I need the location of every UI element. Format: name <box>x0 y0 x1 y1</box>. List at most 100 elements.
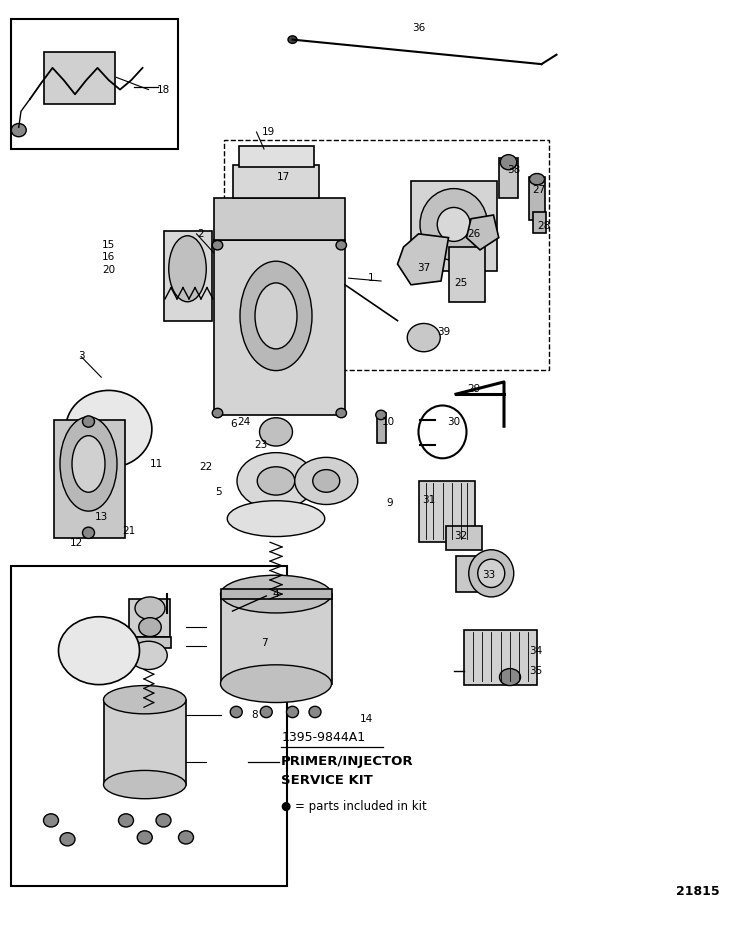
Bar <box>529 177 545 220</box>
Text: 22: 22 <box>200 462 213 472</box>
Ellipse shape <box>237 453 315 509</box>
Ellipse shape <box>60 417 117 511</box>
Ellipse shape <box>500 669 520 686</box>
Ellipse shape <box>240 261 312 371</box>
Text: ● = parts included in kit: ● = parts included in kit <box>281 800 427 813</box>
Bar <box>126 637 171 648</box>
Ellipse shape <box>500 155 517 170</box>
Bar <box>232 165 319 198</box>
Ellipse shape <box>82 527 94 538</box>
Bar <box>214 240 345 415</box>
Ellipse shape <box>72 436 105 492</box>
Text: 24: 24 <box>237 417 250 426</box>
Ellipse shape <box>137 831 152 844</box>
Ellipse shape <box>257 467 295 495</box>
Text: 27: 27 <box>532 186 545 195</box>
Ellipse shape <box>313 470 340 492</box>
Text: 7: 7 <box>261 638 267 648</box>
Bar <box>54 420 125 538</box>
Text: 18: 18 <box>157 85 170 94</box>
Ellipse shape <box>169 236 206 302</box>
Text: 26: 26 <box>467 229 481 239</box>
Text: 39: 39 <box>437 327 451 337</box>
Bar <box>44 52 115 104</box>
Ellipse shape <box>255 283 297 349</box>
Ellipse shape <box>139 618 161 637</box>
Ellipse shape <box>407 323 440 352</box>
Ellipse shape <box>309 706 321 718</box>
Ellipse shape <box>212 240 223 250</box>
Text: PRIMER/INJECTOR: PRIMER/INJECTOR <box>281 755 414 769</box>
Ellipse shape <box>469 550 514 597</box>
Ellipse shape <box>178 831 194 844</box>
Text: 13: 13 <box>94 512 108 521</box>
Ellipse shape <box>376 410 386 420</box>
Text: 38: 38 <box>507 165 520 174</box>
Polygon shape <box>214 198 345 240</box>
Text: 30: 30 <box>447 418 460 427</box>
Polygon shape <box>466 215 499 250</box>
Text: 20: 20 <box>102 265 116 274</box>
Ellipse shape <box>135 597 165 620</box>
Text: 34: 34 <box>530 646 543 655</box>
Ellipse shape <box>230 706 242 718</box>
Text: 21: 21 <box>122 526 136 536</box>
Bar <box>419 481 475 542</box>
Text: 21815: 21815 <box>676 885 720 898</box>
Bar <box>464 630 537 685</box>
Ellipse shape <box>220 665 332 703</box>
Text: 8: 8 <box>252 710 258 720</box>
Bar <box>11 566 286 886</box>
Bar <box>11 19 178 149</box>
Ellipse shape <box>104 770 186 799</box>
Bar <box>456 556 484 592</box>
Ellipse shape <box>82 416 94 427</box>
Ellipse shape <box>260 418 292 446</box>
Bar <box>104 700 186 785</box>
Ellipse shape <box>437 207 470 241</box>
Ellipse shape <box>530 174 544 185</box>
Ellipse shape <box>44 814 58 827</box>
Ellipse shape <box>260 706 272 718</box>
Ellipse shape <box>220 575 332 613</box>
Text: 28: 28 <box>537 222 550 231</box>
Text: 1: 1 <box>368 273 374 283</box>
Text: 4: 4 <box>273 589 279 599</box>
Bar <box>221 594 332 684</box>
Text: 9: 9 <box>387 498 393 507</box>
Ellipse shape <box>336 408 346 418</box>
Text: 2: 2 <box>198 229 204 239</box>
Text: 37: 37 <box>417 263 430 273</box>
Ellipse shape <box>288 36 297 43</box>
Bar <box>238 146 314 167</box>
Text: 11: 11 <box>149 459 163 469</box>
Bar <box>221 589 332 599</box>
Text: 3: 3 <box>78 352 84 361</box>
Bar <box>164 231 212 321</box>
Text: 14: 14 <box>359 714 373 723</box>
Ellipse shape <box>60 833 75 846</box>
Ellipse shape <box>58 617 140 685</box>
Ellipse shape <box>478 559 505 587</box>
Ellipse shape <box>65 390 152 468</box>
Text: 33: 33 <box>482 571 496 580</box>
Text: 31: 31 <box>422 495 436 505</box>
Ellipse shape <box>336 240 346 250</box>
Text: 12: 12 <box>70 538 83 548</box>
Ellipse shape <box>118 814 134 827</box>
Polygon shape <box>398 234 448 285</box>
Ellipse shape <box>227 501 325 537</box>
Text: 19: 19 <box>262 127 275 137</box>
Text: 6: 6 <box>231 420 237 429</box>
Text: 10: 10 <box>382 418 395 427</box>
Bar <box>129 599 170 637</box>
Bar <box>532 212 546 233</box>
Ellipse shape <box>212 408 223 418</box>
Ellipse shape <box>295 457 358 505</box>
Text: 17: 17 <box>277 173 290 182</box>
Bar <box>448 247 484 302</box>
Text: 23: 23 <box>254 440 268 450</box>
Text: 36: 36 <box>412 24 425 33</box>
Text: 32: 32 <box>454 531 468 540</box>
Ellipse shape <box>104 686 186 714</box>
